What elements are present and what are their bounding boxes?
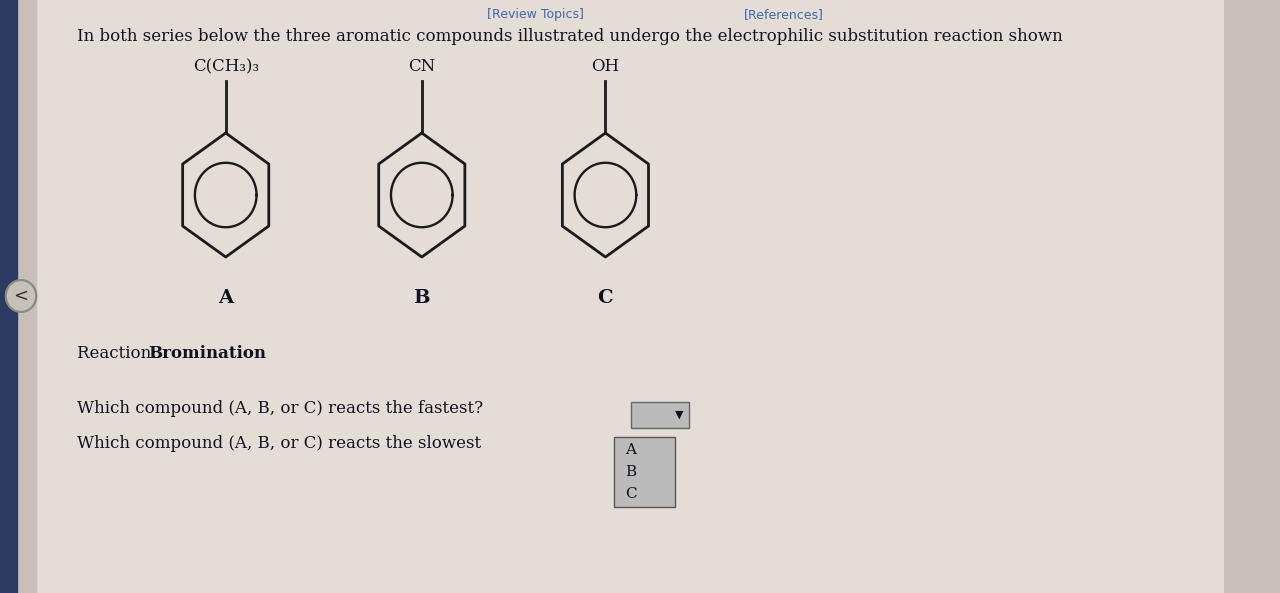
Text: C: C	[598, 289, 613, 307]
Bar	[614, 437, 676, 507]
Text: C: C	[626, 487, 637, 501]
Text: C(CH₃)₃: C(CH₃)₃	[193, 58, 259, 75]
Text: CN: CN	[408, 58, 435, 75]
Bar	[631, 402, 689, 428]
Bar	[0, 0, 17, 593]
Text: Which compound (A, B, or C) reacts the slowest: Which compound (A, B, or C) reacts the s…	[77, 435, 481, 452]
Text: OH: OH	[591, 58, 620, 75]
Text: A: A	[218, 289, 233, 307]
Text: ▼: ▼	[676, 410, 684, 420]
Text: A: A	[626, 443, 636, 457]
Text: B: B	[413, 289, 430, 307]
Text: In both series below the three aromatic compounds illustrated undergo the electr: In both series below the three aromatic …	[77, 28, 1062, 45]
Text: Which compound (A, B, or C) reacts the fastest?: Which compound (A, B, or C) reacts the f…	[77, 400, 483, 417]
Circle shape	[5, 280, 36, 312]
Text: Bromination: Bromination	[148, 345, 266, 362]
Bar	[0, 0, 36, 593]
Text: [References]: [References]	[745, 8, 824, 21]
Text: [Review Topics]: [Review Topics]	[488, 8, 584, 21]
Text: B: B	[626, 465, 636, 479]
Text: Reaction:: Reaction:	[77, 345, 161, 362]
Text: <: <	[14, 287, 28, 305]
